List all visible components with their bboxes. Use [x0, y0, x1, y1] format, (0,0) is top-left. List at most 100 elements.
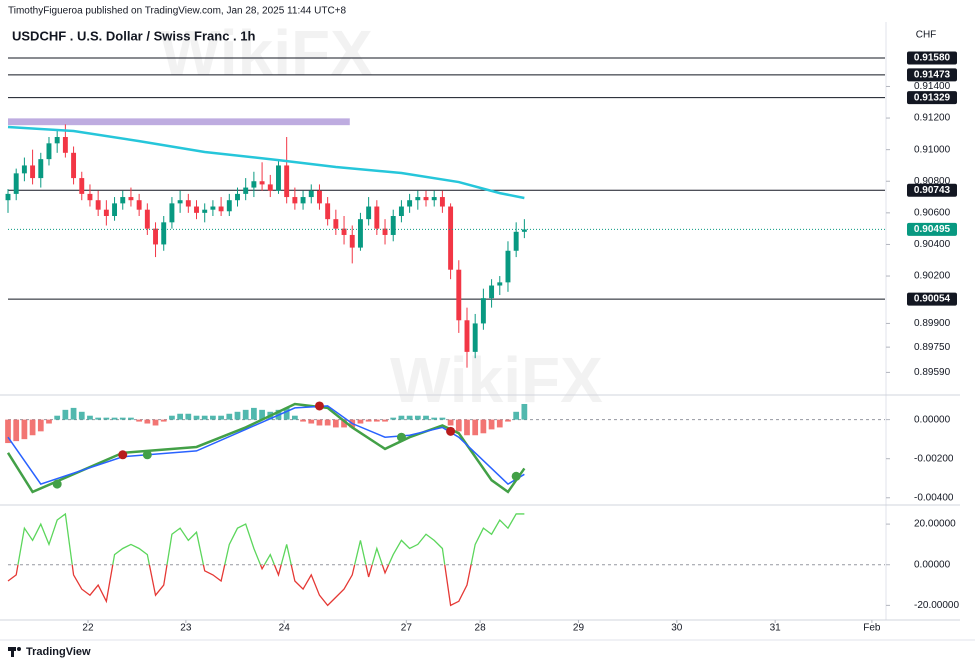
last-price-label: 0.90495: [914, 224, 951, 235]
histogram-bar: [54, 415, 61, 420]
cross-point: [118, 450, 128, 460]
histogram-bar: [431, 417, 438, 420]
histogram-bar: [455, 419, 462, 432]
candle-body: [398, 206, 404, 217]
histogram-bar: [177, 413, 183, 420]
cross-point: [52, 479, 62, 489]
candle-body: [226, 200, 232, 212]
candle-body: [185, 200, 191, 207]
price-label-box: [907, 51, 957, 65]
histogram-bar: [513, 411, 520, 420]
candle-body: [341, 228, 347, 235]
histogram-bar: [160, 419, 167, 422]
histogram-bar: [136, 419, 143, 422]
tv-logo: [8, 647, 21, 657]
y-tick-label: 0.89590: [914, 367, 951, 378]
histogram-bar: [488, 419, 495, 430]
candle-body: [407, 200, 413, 207]
candle-body: [415, 197, 421, 201]
brand: TradingView: [26, 646, 91, 658]
histogram-bar: [111, 417, 118, 420]
y-tick-label: 0.00000: [914, 559, 951, 570]
last-price-box: [907, 222, 957, 236]
candle-body: [357, 219, 363, 248]
histogram-bar: [259, 409, 265, 420]
y-tick-label: 0.91400: [914, 81, 951, 92]
candle-body: [316, 190, 322, 204]
candle-body: [374, 206, 380, 229]
price-label-box: [907, 292, 957, 306]
candle-body: [439, 197, 445, 207]
histogram-bar: [283, 407, 290, 420]
candle-body: [480, 298, 486, 324]
candle-body: [128, 197, 134, 201]
price-label: 0.91473: [914, 70, 951, 81]
price-label-box: [907, 183, 957, 197]
histogram-bar: [144, 419, 151, 424]
histogram-bar: [62, 409, 69, 420]
y-tick-label: 0.90600: [914, 207, 951, 218]
histogram-bar: [70, 407, 77, 420]
y-tick-label: 0.89900: [914, 318, 951, 329]
histogram-bar: [447, 419, 454, 426]
currency: CHF: [916, 30, 937, 41]
candle-body: [448, 206, 454, 270]
histogram-bar: [472, 419, 479, 436]
y-tick-label: 0.90400: [914, 239, 951, 250]
candle-body: [144, 209, 150, 229]
candle-body: [489, 285, 495, 299]
watermark: WikiFX: [160, 17, 373, 89]
candle-body: [513, 231, 519, 251]
candle-body: [366, 206, 372, 220]
histogram-bar: [218, 415, 224, 420]
histogram-bar: [521, 403, 528, 420]
histogram-bar: [439, 417, 446, 420]
y-tick-label: -20.00000: [914, 600, 959, 611]
histogram-bar: [382, 419, 388, 422]
candle-body: [243, 187, 249, 194]
price-label: 0.90743: [914, 185, 951, 196]
cross-point: [314, 401, 324, 411]
price-label-box: [907, 68, 957, 82]
x-tick-label: Feb: [863, 623, 881, 634]
candle-body: [103, 209, 109, 217]
candle-body: [95, 200, 101, 210]
histogram-bar: [300, 419, 306, 422]
candle-body: [161, 222, 167, 245]
x-tick-label: 27: [401, 623, 413, 634]
histogram-bar: [37, 419, 44, 432]
histogram-bar: [46, 419, 52, 424]
histogram-bar: [169, 415, 175, 420]
histogram-bar: [251, 407, 257, 420]
price-label: 0.90054: [914, 294, 951, 305]
y-tick-label: 0.90800: [914, 176, 951, 187]
x-tick-label: 31: [770, 623, 782, 634]
candle-body: [30, 165, 36, 179]
y-tick-label: 20.00000: [914, 519, 956, 530]
candle-body: [308, 190, 314, 198]
candle-body: [218, 206, 224, 212]
histogram-bar: [193, 415, 200, 420]
histogram-bar: [341, 419, 347, 428]
candle-body: [267, 184, 273, 191]
candle-body: [251, 181, 257, 188]
histogram-bar: [406, 415, 413, 420]
candle-body: [112, 203, 118, 217]
histogram-bar: [464, 419, 470, 436]
candle-body: [423, 197, 429, 201]
candle-body: [464, 320, 470, 352]
candle-body: [62, 137, 68, 153]
cross-point: [396, 432, 406, 442]
candle-body: [276, 165, 281, 191]
candle-body: [349, 234, 355, 248]
y-tick-label: 0.89750: [914, 342, 951, 353]
histogram-bar: [332, 419, 339, 428]
candle-body: [300, 197, 306, 204]
candle-body: [194, 206, 199, 213]
histogram-bar: [390, 417, 397, 420]
x-tick-label: 29: [573, 623, 585, 634]
candle-body: [136, 200, 142, 210]
